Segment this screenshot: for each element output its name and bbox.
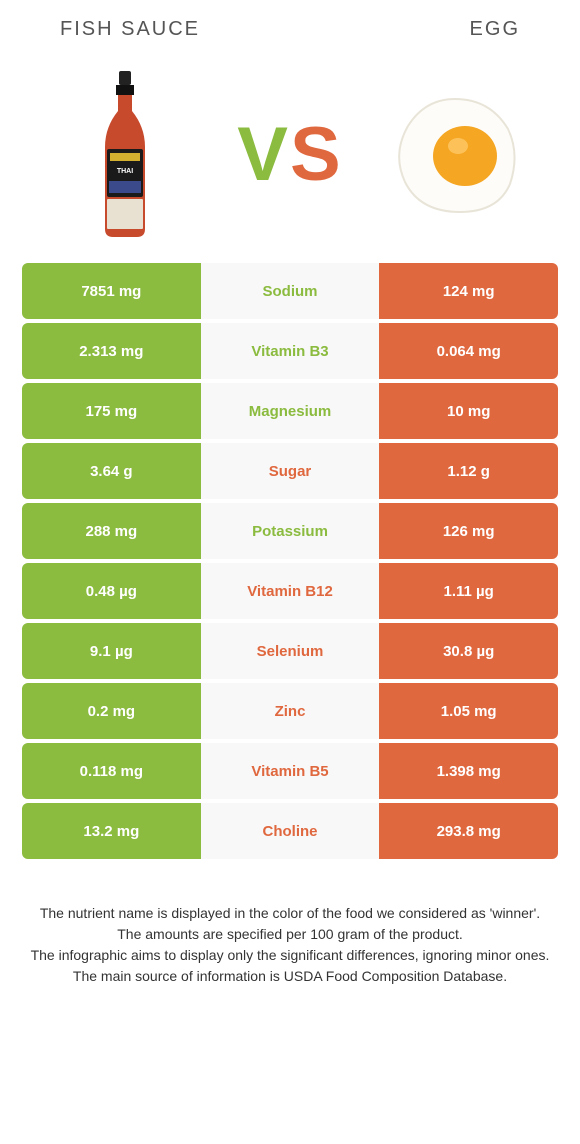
nutrient-row: 0.48 µgVitamin B121.11 µg <box>22 563 558 619</box>
nutrient-table: 7851 mgSodium124 mg2.313 mgVitamin B30.0… <box>0 263 580 859</box>
right-value: 1.05 mg <box>379 683 558 739</box>
nutrient-row: 9.1 µgSelenium30.8 µg <box>22 623 558 679</box>
nutrient-name: Sodium <box>201 263 380 319</box>
vs-label: VS <box>237 111 342 198</box>
footer-line-2: The amounts are specified per 100 gram o… <box>24 924 556 945</box>
right-value: 124 mg <box>379 263 558 319</box>
nutrient-row: 13.2 mgCholine293.8 mg <box>22 803 558 859</box>
footer-line-3: The infographic aims to display only the… <box>24 945 556 966</box>
right-value: 1.11 µg <box>379 563 558 619</box>
header-right: Egg <box>470 18 520 41</box>
left-value: 0.48 µg <box>22 563 201 619</box>
header-row: Fish sauce Egg <box>0 0 580 49</box>
nutrient-name: Magnesium <box>201 383 380 439</box>
nutrient-name: Sugar <box>201 443 380 499</box>
vs-s: S <box>290 112 343 197</box>
left-value: 288 mg <box>22 503 201 559</box>
nutrient-row: 7851 mgSodium124 mg <box>22 263 558 319</box>
left-value: 175 mg <box>22 383 201 439</box>
left-value: 7851 mg <box>22 263 201 319</box>
nutrient-row: 2.313 mgVitamin B30.064 mg <box>22 323 558 379</box>
nutrient-row: 3.64 gSugar1.12 g <box>22 443 558 499</box>
fish-sauce-image: THAI <box>50 69 200 239</box>
left-value: 3.64 g <box>22 443 201 499</box>
nutrient-name: Choline <box>201 803 380 859</box>
svg-text:THAI: THAI <box>117 168 133 175</box>
right-value: 10 mg <box>379 383 558 439</box>
nutrient-row: 175 mgMagnesium10 mg <box>22 383 558 439</box>
right-value: 293.8 mg <box>379 803 558 859</box>
nutrient-name: Vitamin B3 <box>201 323 380 379</box>
nutrient-row: 288 mgPotassium126 mg <box>22 503 558 559</box>
nutrient-row: 0.2 mgZinc1.05 mg <box>22 683 558 739</box>
nutrient-name: Potassium <box>201 503 380 559</box>
right-value: 0.064 mg <box>379 323 558 379</box>
footer-line-4: The main source of information is USDA F… <box>24 966 556 987</box>
vs-v: V <box>237 112 290 197</box>
nutrient-name: Vitamin B12 <box>201 563 380 619</box>
left-value: 0.118 mg <box>22 743 201 799</box>
nutrient-name: Zinc <box>201 683 380 739</box>
left-value: 0.2 mg <box>22 683 201 739</box>
nutrient-row: 0.118 mgVitamin B51.398 mg <box>22 743 558 799</box>
footer-line-1: The nutrient name is displayed in the co… <box>24 903 556 924</box>
nutrient-name: Selenium <box>201 623 380 679</box>
egg-image <box>380 69 530 239</box>
right-value: 126 mg <box>379 503 558 559</box>
header-left: Fish sauce <box>60 18 200 41</box>
left-value: 9.1 µg <box>22 623 201 679</box>
left-value: 13.2 mg <box>22 803 201 859</box>
right-value: 1.398 mg <box>379 743 558 799</box>
right-value: 1.12 g <box>379 443 558 499</box>
nutrient-name: Vitamin B5 <box>201 743 380 799</box>
images-row: THAI VS <box>0 49 580 263</box>
footer-notes: The nutrient name is displayed in the co… <box>0 863 580 987</box>
left-value: 2.313 mg <box>22 323 201 379</box>
right-value: 30.8 µg <box>379 623 558 679</box>
